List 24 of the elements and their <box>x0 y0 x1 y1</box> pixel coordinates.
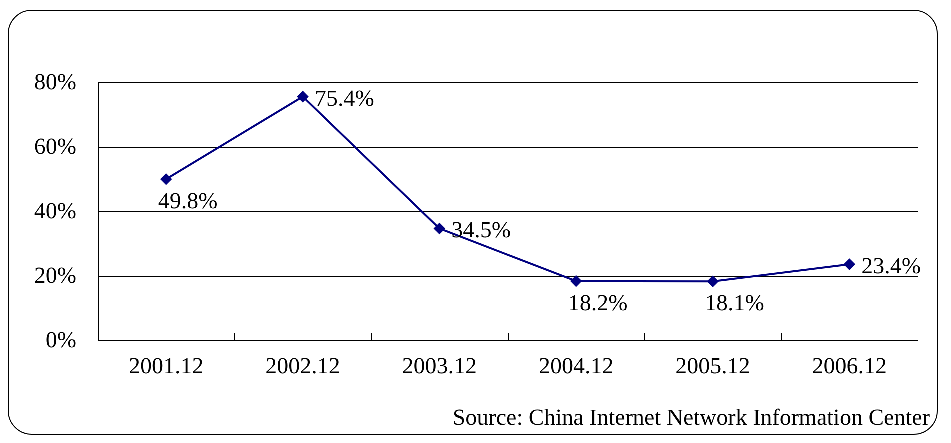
data-label: 18.1% <box>705 290 764 316</box>
x-tick-label: 2006.12 <box>812 354 888 378</box>
x-tick-label: 2003.12 <box>402 354 478 378</box>
x-tick-label: 2005.12 <box>676 354 750 378</box>
x-tick-label: 2004.12 <box>538 354 614 378</box>
point <box>160 173 172 186</box>
data-label: 34.5% <box>452 218 512 243</box>
y-tick-label: 0% <box>46 328 76 352</box>
data-label: 75.4% <box>315 86 374 111</box>
point <box>570 275 582 288</box>
source-note: Source: China Internet Network Information Center <box>452 405 930 430</box>
point <box>434 222 446 235</box>
data-label: 18.2% <box>568 290 628 316</box>
point <box>844 258 856 270</box>
x-tick-label: 2001.12 <box>128 354 204 378</box>
data-label: 49.8% <box>158 188 218 214</box>
y-tick-label: 20% <box>34 263 76 288</box>
y-tick-label: 40% <box>34 198 76 224</box>
y-tick-label: 60% <box>34 134 76 159</box>
data-label: 23.4% <box>862 254 922 279</box>
point <box>707 276 719 288</box>
point <box>297 90 309 103</box>
x-tick-label: 2002.12 <box>266 354 340 378</box>
y-tick-label: 80% <box>34 70 76 94</box>
